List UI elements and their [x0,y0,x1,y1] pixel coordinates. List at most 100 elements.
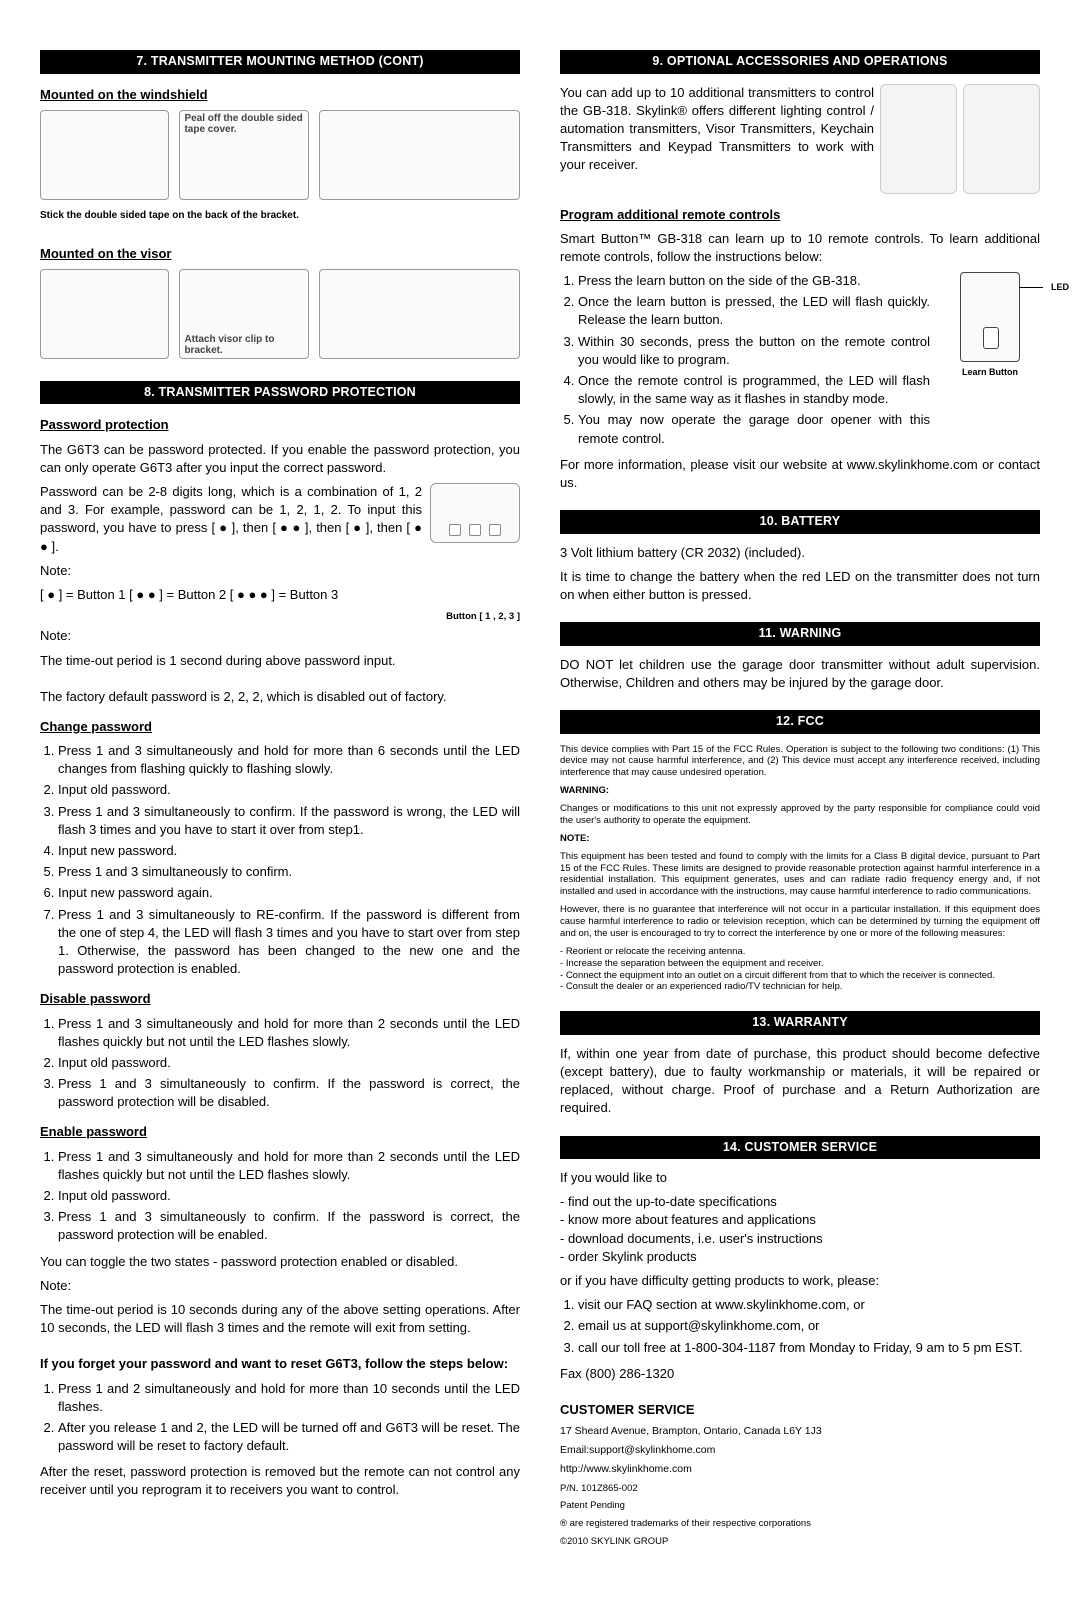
fcc-warning-label: WARNING: [560,785,1040,797]
battery-p2: It is time to change the battery when th… [560,568,1040,604]
more-info: For more information, please visit our w… [560,456,1040,492]
illustration-peal-tape: Peal off the double sided tape cover. [179,110,308,200]
accessory-keypad-image [880,84,957,194]
warning-p1: DO NOT let children use the garage door … [560,656,1040,692]
fcc-note-body: This equipment has been tested and found… [560,851,1040,899]
list-item: Press the learn button on the side of th… [578,272,930,290]
factory-default: The factory default password is 2, 2, 2,… [40,688,520,706]
list-item: You may now operate the garage door open… [578,411,930,447]
list-item: Once the remote control is programmed, t… [578,372,930,408]
list-item: email us at support@skylinkhome.com, or [578,1317,1040,1335]
remote-button-diagram [430,483,520,543]
forgot-password-title: If you forget your password and want to … [40,1355,520,1373]
note-3-body: The time-out period is 10 seconds during… [40,1301,520,1337]
note-1-body: [ ● ] = Button 1 [ ● ● ] = Button 2 [ ● … [40,586,520,604]
note-1-label: Note: [40,562,520,580]
list-item: Within 30 seconds, press the button on t… [578,333,930,369]
list-item: download documents, i.e. user's instruct… [560,1230,1040,1248]
list-item: Press 1 and 3 simultaneously and hold fo… [58,742,520,778]
note-2-body: The time-out period is 1 second during a… [40,652,520,670]
list-item: Once the learn button is pressed, the LE… [578,293,930,329]
list-item: know more about features and application… [560,1211,1040,1229]
section-11-header: 11. WARNING [560,622,1040,646]
list-item: Reorient or relocate the receiving anten… [560,946,1040,958]
section-7-header: 7. TRANSMITTER MOUNTING METHOD (CONT) [40,50,520,74]
section-13-header: 13. WARRANTY [560,1011,1040,1035]
section-8-header: 8. TRANSMITTER PASSWORD PROTECTION [40,381,520,405]
program-remote-intro: Smart Button™ GB-318 can learn up to 10 … [560,230,1040,266]
list-item: Press 1 and 3 simultaneously to confirm.… [58,803,520,839]
warranty-p1: If, within one year from date of purchas… [560,1045,1040,1118]
cs-fax: Fax (800) 286-1320 [560,1365,1040,1383]
disable-password-steps: Press 1 and 3 simultaneously and hold fo… [40,1015,520,1112]
list-item: Press 1 and 3 simultaneously to confirm.… [58,1208,520,1244]
note-2-label: Note: [40,627,520,645]
disable-password-title: Disable password [40,990,520,1008]
illustration-visor-clip [40,269,169,359]
led-label: LED [1051,281,1069,294]
right-column: 9. OPTIONAL ACCESSORIES AND OPERATIONS Y… [560,50,1040,1554]
caption-attach-clip: Attach visor clip to bracket. [184,334,307,356]
cs-patent: Patent Pending [560,1500,1040,1512]
section-9-header: 9. OPTIONAL ACCESSORIES AND OPERATIONS [560,50,1040,74]
mounted-windshield-title: Mounted on the windshield [40,86,520,104]
illustration-windshield-mount [319,110,520,200]
fcc-measures-list: Reorient or relocate the receiving anten… [560,946,1040,994]
illustration-bracket-tape [40,110,169,200]
list-item: visit our FAQ section at www.skylinkhome… [578,1296,1040,1314]
cs-copyright: ©2010 SKYLINK GROUP [560,1536,1040,1548]
button-caption: Button [ 1 , 2, 3 ] [40,610,520,623]
illustration-bracket-clip: Attach visor clip to bracket. [179,269,308,359]
list-item: Connect the equipment into an outlet on … [560,970,1040,982]
change-password-steps: Press 1 and 3 simultaneously and hold fo… [40,742,520,978]
enable-password-steps: Press 1 and 3 simultaneously and hold fo… [40,1148,520,1245]
enable-password-title: Enable password [40,1123,520,1141]
visor-illustrations: Attach visor clip to bracket. [40,269,520,359]
learn-button-label: Learn Button [940,366,1040,379]
caption-peal: Peal off the double sided tape cover. [184,113,307,135]
cs-list: find out the up-to-date specifications k… [560,1193,1040,1266]
note-3-label: Note: [40,1277,520,1295]
battery-p1: 3 Volt lithium battery (CR 2032) (includ… [560,544,1040,562]
cs-header: CUSTOMER SERVICE [560,1401,1040,1419]
list-item: Press 1 and 2 simultaneously and hold fo… [58,1380,520,1416]
list-item: find out the up-to-date specifications [560,1193,1040,1211]
list-item: call our toll free at 1-800-304-1187 fro… [578,1339,1040,1357]
illustration-visor-mount [319,269,520,359]
gb318-diagram: LED Learn Button [940,272,1040,379]
forgot-password-steps: Press 1 and 2 simultaneously and hold fo… [40,1380,520,1456]
list-item: Input new password. [58,842,520,860]
fcc-p2: However, there is no guarantee that inte… [560,904,1040,940]
toggle-note: You can toggle the two states - password… [40,1253,520,1271]
left-column: 7. TRANSMITTER MOUNTING METHOD (CONT) Mo… [40,50,520,1554]
list-item: Press 1 and 3 simultaneously and hold fo… [58,1015,520,1051]
list-item: Input old password. [58,781,520,799]
section-10-header: 10. BATTERY [560,510,1040,534]
list-item: Input new password again. [58,884,520,902]
list-item: Consult the dealer or an experienced rad… [560,981,1040,993]
list-item: After you release 1 and 2, the LED will … [58,1419,520,1455]
section-12-header: 12. FCC [560,710,1040,734]
fcc-warning-body: Changes or modifications to this unit no… [560,803,1040,827]
section-14-header: 14. CUSTOMER SERVICE [560,1136,1040,1160]
accessory-remote-image [963,84,1040,194]
cs-intro: If you would like to [560,1169,1040,1187]
list-item: Press 1 and 3 simultaneously and hold fo… [58,1148,520,1184]
list-item: Increase the separation between the equi… [560,958,1040,970]
accessory-images [880,84,1040,194]
cs-difficulty: or if you have difficulty getting produc… [560,1272,1040,1290]
mounted-visor-title: Mounted on the visor [40,245,520,263]
list-item: Press 1 and 3 simultaneously to confirm. [58,863,520,881]
cs-email: Email:support@skylinkhome.com [560,1444,1040,1457]
list-item: Input old password. [58,1187,520,1205]
cs-url: http://www.skylinkhome.com [560,1463,1040,1476]
windshield-illustrations: Peal off the double sided tape cover. [40,110,520,200]
cs-partnumber: P/N. 101Z865-002 [560,1483,1040,1495]
cs-address: 17 Sheard Avenue, Brampton, Ontario, Can… [560,1425,1040,1438]
change-password-title: Change password [40,718,520,736]
pw-para-1: The G6T3 can be password protected. If y… [40,441,520,477]
fcc-p1: This device complies with Part 15 of the… [560,744,1040,780]
fcc-note-label: NOTE: [560,833,1040,845]
after-reset-note: After the reset, password protection is … [40,1463,520,1499]
password-protection-title: Password protection [40,416,520,434]
